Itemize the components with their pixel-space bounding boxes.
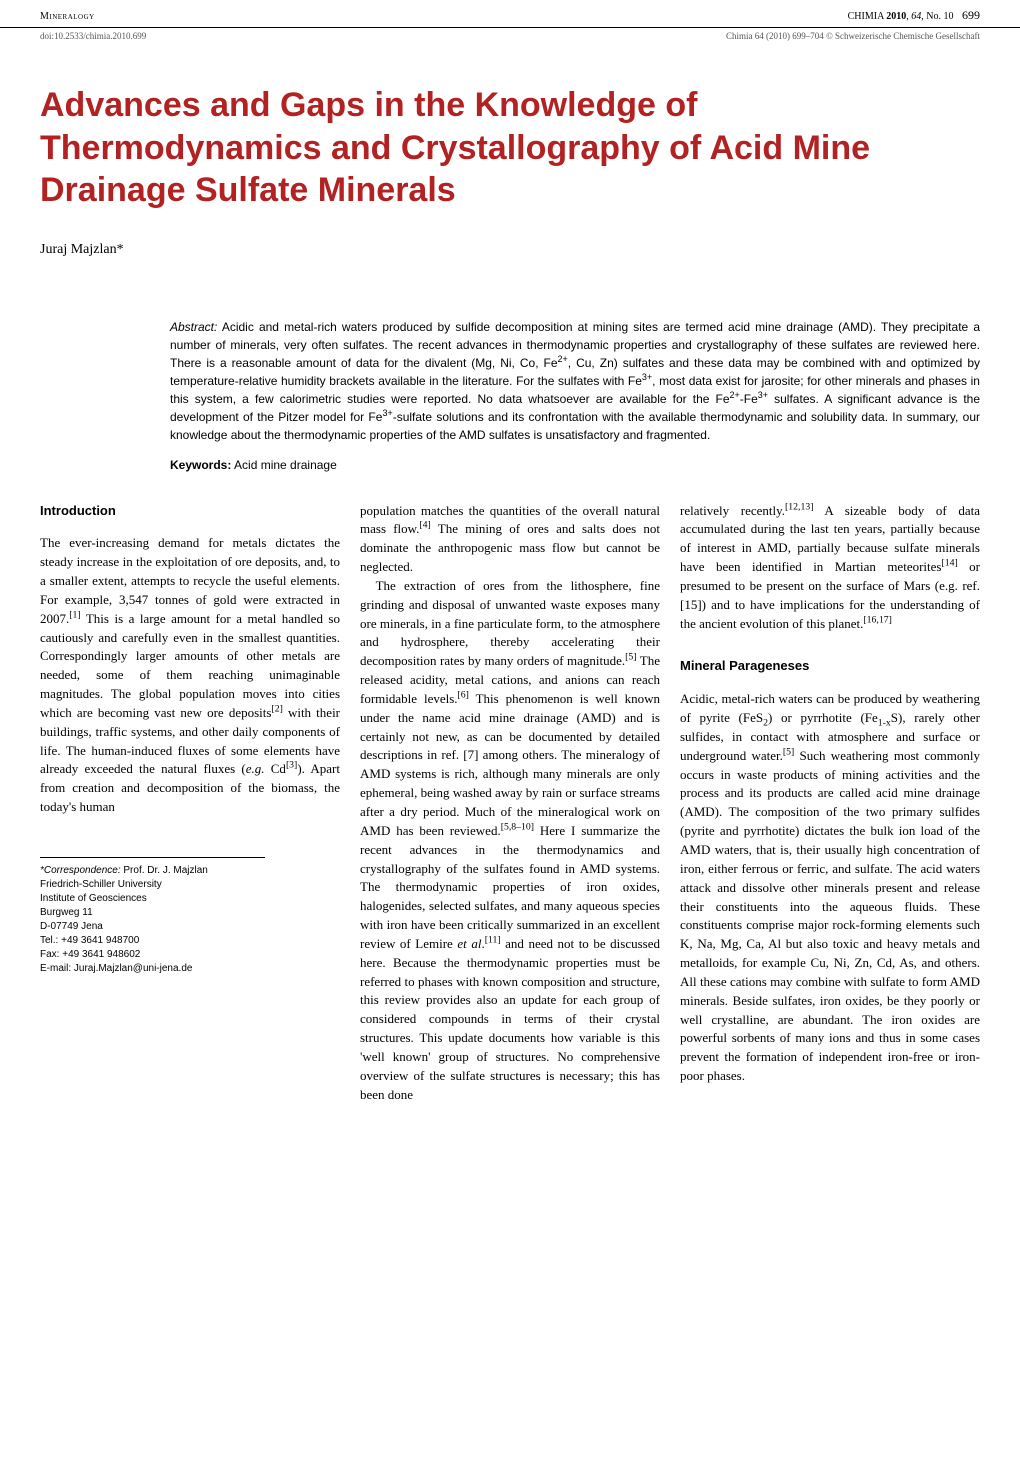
body-columns: Introduction The ever-increasing demand … — [0, 502, 1020, 1145]
column-1: Introduction The ever-increasing demand … — [40, 502, 340, 1105]
page-header: Mineralogy CHIMIA 2010, 64, No. 10 699 — [0, 0, 1020, 28]
abstract-block: Abstract: Acidic and metal-rich waters p… — [0, 318, 1020, 472]
column-2: population matches the quantities of the… — [360, 502, 660, 1105]
intro-p1: The ever-increasing demand for metals di… — [40, 534, 340, 817]
section-label: Mineralogy — [40, 11, 95, 22]
copyright-citation: Chimia 64 (2010) 699–704 © Schweizerisch… — [726, 31, 980, 41]
title-block: Advances and Gaps in the Knowledge of Th… — [0, 44, 1020, 318]
intro-p4: relatively recently.[12,13] A sizeable b… — [680, 502, 980, 634]
keywords-label: Keywords: — [170, 458, 231, 472]
intro-heading: Introduction — [40, 502, 340, 521]
author: Juraj Majzlan* — [40, 242, 980, 258]
doi-bar: doi:10.2533/chimia.2010.699 Chimia 64 (2… — [0, 28, 1020, 44]
journal-citation: CHIMIA 2010, 64, No. 10 — [848, 11, 954, 22]
abstract-body: Acidic and metal-rich waters produced by… — [170, 320, 980, 442]
journal-info: CHIMIA 2010, 64, No. 10 699 — [848, 8, 980, 23]
page-number: 699 — [962, 8, 980, 22]
corr-line-2: Burgweg 11 — [40, 907, 93, 918]
correspondence-name: Prof. Dr. J. Majzlan — [123, 865, 207, 876]
abstract-label: Abstract: — [170, 320, 217, 334]
keywords: Keywords: Acid mine drainage — [170, 458, 980, 472]
corr-line-1: Institute of Geosciences — [40, 893, 147, 904]
corr-line-5: Fax: +49 3641 948602 — [40, 949, 140, 960]
parageneses-p1: Acidic, metal-rich waters can be produce… — [680, 690, 980, 1086]
abstract-text: Abstract: Acidic and metal-rich waters p… — [170, 318, 980, 444]
corr-line-6: E-mail: Juraj.Majzlan@uni-jena.de — [40, 963, 192, 974]
corr-line-0: Friedrich-Schiller University — [40, 879, 162, 890]
doi: doi:10.2533/chimia.2010.699 — [40, 31, 146, 41]
article-title: Advances and Gaps in the Knowledge of Th… — [40, 84, 980, 212]
parageneses-heading: Mineral Parageneses — [680, 657, 980, 676]
correspondence-label: *Correspondence: — [40, 865, 121, 876]
column-3: relatively recently.[12,13] A sizeable b… — [680, 502, 980, 1105]
intro-p2: population matches the quantities of the… — [360, 502, 660, 577]
intro-p3: The extraction of ores from the lithosph… — [360, 577, 660, 1105]
correspondence-block: *Correspondence: Prof. Dr. J. Majzlan Fr… — [40, 857, 265, 976]
corr-line-3: D-07749 Jena — [40, 921, 103, 932]
keywords-text: Acid mine drainage — [234, 458, 337, 472]
corr-line-4: Tel.: +49 3641 948700 — [40, 935, 139, 946]
